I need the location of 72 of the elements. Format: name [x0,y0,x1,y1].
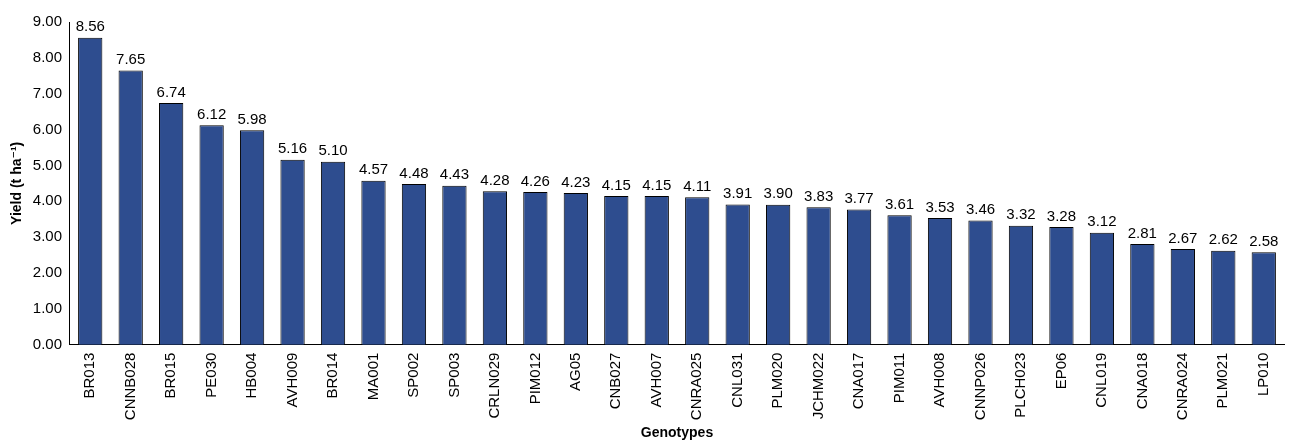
x-tick-label: CNL031 [727,352,745,408]
data-label: 5.10 [318,141,348,159]
x-tick-label: CNRA024 [1172,352,1190,421]
data-label: 3.32 [1006,205,1036,223]
data-label: 4.48 [399,163,429,181]
y-tick-label: 0.00 [32,334,62,352]
x-axis-title: Genotypes [640,424,714,441]
y-tick-label: 7.00 [32,83,62,101]
x-tick-label: PLM021 [1213,352,1231,409]
x-tick-label: AG05 [565,352,583,392]
x-tick-label: MA001 [363,352,381,401]
y-tick-label: 3.00 [32,227,62,245]
data-label: 5.98 [237,109,267,127]
x-tick-label: SP002 [404,352,422,398]
x-tick-label: BR013 [80,352,98,399]
data-label: 8.56 [75,17,105,35]
data-label: 3.91 [723,184,753,202]
x-tick-label: CNB027 [606,352,624,410]
y-tick-label: 6.00 [32,119,62,137]
x-tick-label: CNA018 [1132,352,1150,410]
data-label: 4.15 [601,175,631,193]
data-label: 3.28 [1046,206,1077,224]
data-label: 3.83 [804,187,834,204]
x-tick-label: CNA017 [849,352,867,410]
x-tick-label: CNNP026 [970,352,988,421]
y-tick-label: 1.00 [32,298,62,316]
data-label: 4.26 [520,171,550,189]
x-tick-label: BR014 [323,352,341,399]
x-tick-label: PIM012 [525,352,543,405]
data-label: 4.11 [683,176,712,194]
x-tick-label: PLCH023 [1011,352,1029,418]
x-tick-label: AVH008 [930,352,948,408]
x-tick-label: CRLN029 [485,352,503,419]
data-label: 3.12 [1087,212,1117,230]
x-tick-label: CNL019 [1092,352,1110,408]
data-label: 7.65 [116,50,146,68]
data-label: 4.28 [480,170,510,188]
data-label: 3.46 [965,200,996,218]
y-tick-label: 8.00 [32,47,62,65]
x-tick-label: JCHM022 [808,352,826,420]
data-label: 5.16 [277,139,308,157]
data-label: 6.74 [156,82,186,100]
x-tick-label: CNRA025 [687,352,705,421]
data-label: 4.15 [642,175,672,193]
data-label: 2.62 [1208,230,1238,248]
x-tick-label: LP010 [1253,352,1271,397]
data-label: 3.77 [844,189,874,207]
x-tick-label: EP06 [1051,352,1069,390]
x-tick-label: PE030 [201,352,219,398]
x-tick-label: AVH009 [282,352,300,408]
x-tick-label: CNNB028 [120,352,138,421]
y-tick-label: 4.00 [32,191,62,209]
y-axis-title: Yield (t ha⁻¹) [8,141,25,225]
y-tick-label: 9.00 [32,12,62,30]
data-label: 6.12 [197,104,227,122]
x-tick-label: PIM011 [889,352,907,404]
data-label: 4.23 [561,172,591,190]
data-label: 3.61 [884,194,915,212]
x-tick-label: AVH007 [646,352,664,408]
data-label: 4.57 [358,160,389,178]
x-tick-label: BR015 [161,352,179,399]
data-label: 3.53 [925,197,955,215]
data-label: 3.90 [763,184,793,202]
data-label: 2.81 [1127,223,1157,241]
data-label: 4.43 [439,165,470,183]
x-tick-label: SP003 [444,352,462,398]
data-label: 2.58 [1249,231,1279,249]
x-tick-label: HB004 [242,352,260,399]
x-tick-label: PLM020 [768,352,786,409]
data-label: 2.67 [1168,228,1198,246]
y-tick-label: 2.00 [32,263,62,281]
y-tick-label: 5.00 [32,155,62,173]
